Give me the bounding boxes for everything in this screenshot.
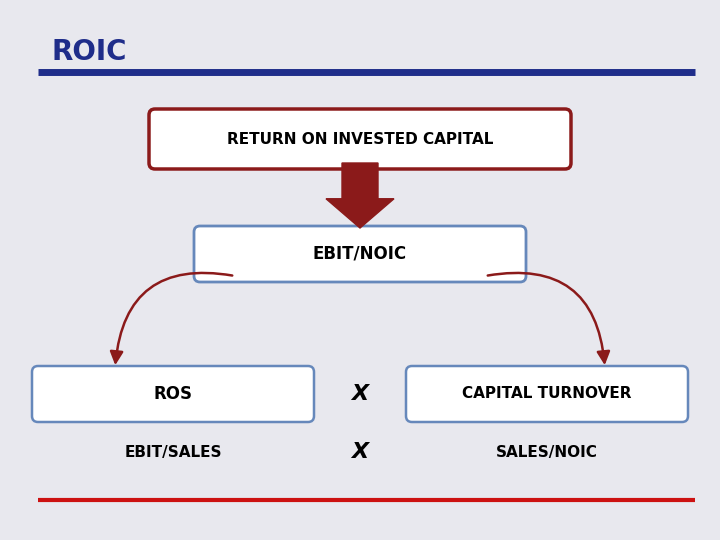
FancyBboxPatch shape (406, 366, 688, 422)
Text: EBIT/NOIC: EBIT/NOIC (313, 245, 407, 263)
FancyBboxPatch shape (32, 366, 314, 422)
Text: X: X (351, 442, 369, 462)
FancyBboxPatch shape (149, 109, 571, 169)
Polygon shape (326, 163, 394, 228)
Text: CAPITAL TURNOVER: CAPITAL TURNOVER (462, 387, 631, 402)
FancyBboxPatch shape (194, 226, 526, 282)
Text: SALES/NOIC: SALES/NOIC (496, 444, 598, 460)
Text: ROS: ROS (153, 385, 192, 403)
Text: EBIT/SALES: EBIT/SALES (125, 444, 222, 460)
Text: ROIC: ROIC (52, 38, 127, 66)
Text: RETURN ON INVESTED CAPITAL: RETURN ON INVESTED CAPITAL (227, 132, 493, 146)
Text: X: X (351, 384, 369, 404)
